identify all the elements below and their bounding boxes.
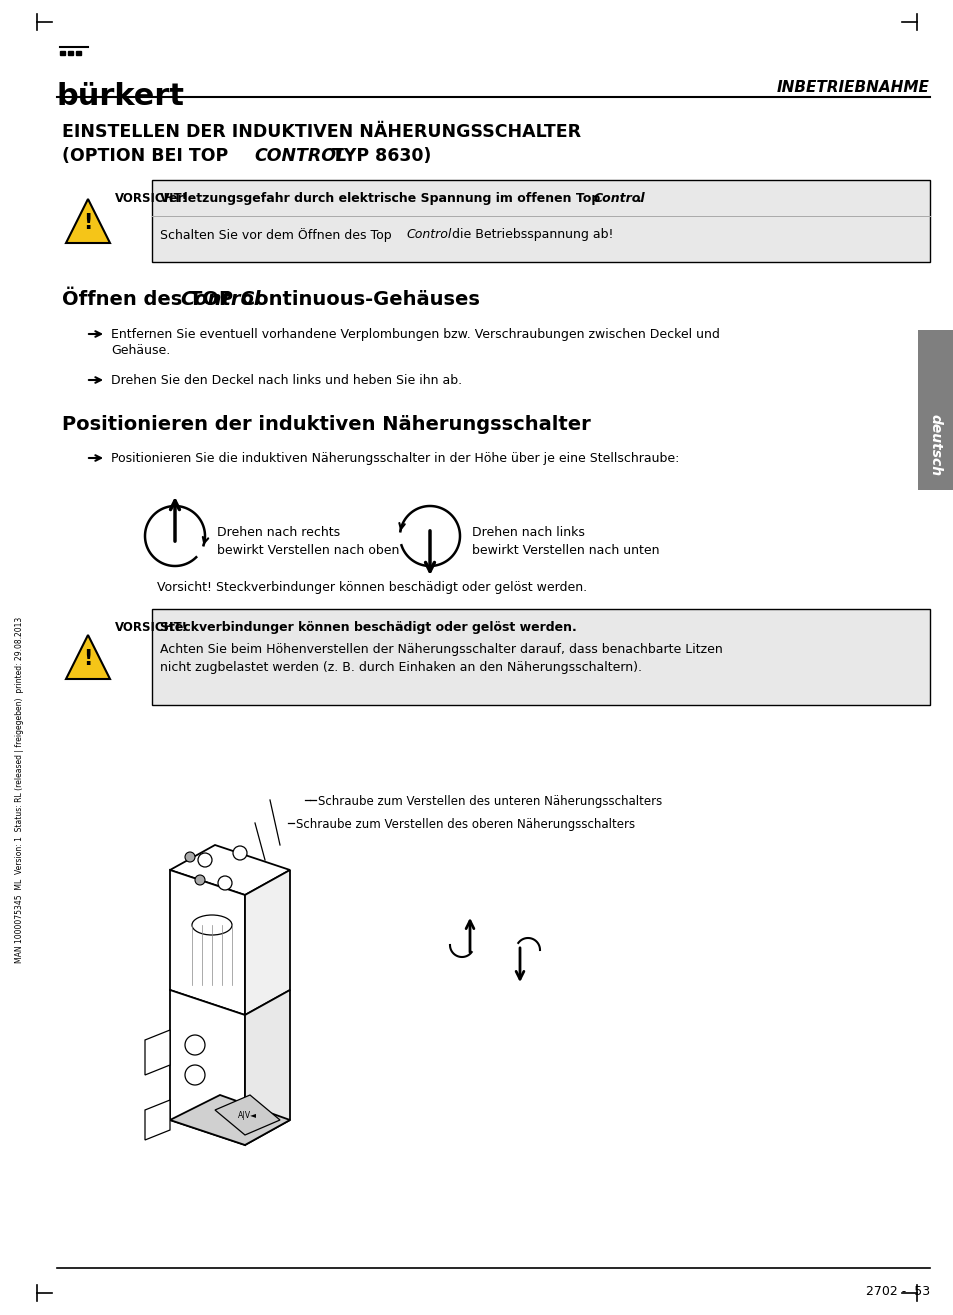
Text: Entfernen Sie eventuell vorhandene Verplombungen bzw. Verschraubungen zwischen D: Entfernen Sie eventuell vorhandene Verpl… [111,327,720,341]
Text: TYP 8630): TYP 8630) [326,147,431,164]
Bar [60,51,65,55]
Text: CONTROL: CONTROL [253,147,347,164]
Text: (OPTION BEI TOP: (OPTION BEI TOP [62,147,228,164]
Text: Gehäuse.: Gehäuse. [111,345,170,356]
Text: Vorsicht! Steckverbindunger können beschädigt oder gelöst werden.: Vorsicht! Steckverbindunger können besch… [157,581,586,594]
Polygon shape [145,1101,170,1140]
Text: .: . [637,192,641,205]
Text: INBETRIEBNAHME: INBETRIEBNAHME [777,80,929,95]
Text: VORSICHT!: VORSICHT! [115,621,188,634]
Polygon shape [170,1095,290,1145]
Polygon shape [170,990,245,1145]
Text: Drehen Sie den Deckel nach links und heben Sie ihn ab.: Drehen Sie den Deckel nach links und heb… [111,373,461,387]
Text: A|V◄: A|V◄ [237,1110,256,1119]
Text: bewirkt Verstellen nach oben: bewirkt Verstellen nach oben [216,544,399,558]
Text: nicht zugbelastet werden (z. B. durch Einhaken an den Näherungsschaltern).: nicht zugbelastet werden (z. B. durch Ei… [160,661,641,675]
Text: Positionieren Sie die induktiven Näherungsschalter in der Höhe über je eine Stel: Positionieren Sie die induktiven Näherun… [111,452,679,466]
Text: EINSTELLEN DER INDUKTIVEN NÄHERUNGSSCHALTER: EINSTELLEN DER INDUKTIVEN NÄHERUNGSSCHAL… [62,124,580,141]
Text: VORSICHT!: VORSICHT! [115,192,188,205]
Polygon shape [66,635,110,679]
Circle shape [185,1035,205,1055]
Bar [152,180,929,262]
Polygon shape [145,1030,170,1074]
Polygon shape [66,199,110,243]
Text: Schalten Sie vor dem Öffnen des Top: Schalten Sie vor dem Öffnen des Top [160,227,392,242]
Text: bewirkt Verstellen nach unten: bewirkt Verstellen nach unten [472,544,659,558]
Text: deutsch: deutsch [928,414,942,476]
Circle shape [218,876,232,890]
Circle shape [198,853,212,867]
Ellipse shape [192,915,232,935]
Text: Control: Control [594,192,645,205]
Text: bürkert: bürkert [57,82,185,110]
Text: Verletzungsgefahr durch elektrische Spannung im offenen Top: Verletzungsgefahr durch elektrische Span… [160,192,599,205]
Text: Continuous-Gehäuses: Continuous-Gehäuses [233,291,479,309]
Polygon shape [245,990,290,1145]
Circle shape [194,874,205,885]
Text: die Betriebsspannung ab!: die Betriebsspannung ab! [448,227,613,241]
Text: Öffnen des TOP: Öffnen des TOP [62,291,233,309]
Text: Schraube zum Verstellen des unteren Näherungsschalters: Schraube zum Verstellen des unteren Nähe… [317,796,661,807]
Text: Control: Control [406,227,451,241]
Text: Achten Sie beim Höhenverstellen der Näherungsschalter darauf, dass benachbarte L: Achten Sie beim Höhenverstellen der Nähe… [160,643,722,656]
Text: Schraube zum Verstellen des oberen Näherungsschalters: Schraube zum Verstellen des oberen Näher… [295,818,635,831]
Polygon shape [170,846,290,896]
Text: !: ! [83,650,92,669]
Text: Positionieren der induktiven Näherungsschalter: Positionieren der induktiven Näherungssc… [62,416,590,434]
Bar [68,51,73,55]
Text: Steckverbindunger können beschädigt oder gelöst werden.: Steckverbindunger können beschädigt oder… [160,621,577,634]
Text: MAN 1000075345  ML  Version: 1  Status: RL (released | freigegeben)  printed: 29: MAN 1000075345 ML Version: 1 Status: RL … [15,617,25,963]
Polygon shape [214,1095,280,1135]
Text: Drehen nach rechts: Drehen nach rechts [216,526,340,539]
Bar [76,51,81,55]
Bar [152,609,929,705]
Bar [917,330,953,490]
Text: Drehen nach links: Drehen nach links [472,526,584,539]
Polygon shape [245,871,290,1015]
Circle shape [185,852,194,863]
Text: !: ! [83,213,92,233]
Polygon shape [170,871,245,1015]
Circle shape [185,1065,205,1085]
Circle shape [233,846,247,860]
Text: Control: Control [180,291,260,309]
Text: 2702 -  53: 2702 - 53 [865,1285,929,1298]
